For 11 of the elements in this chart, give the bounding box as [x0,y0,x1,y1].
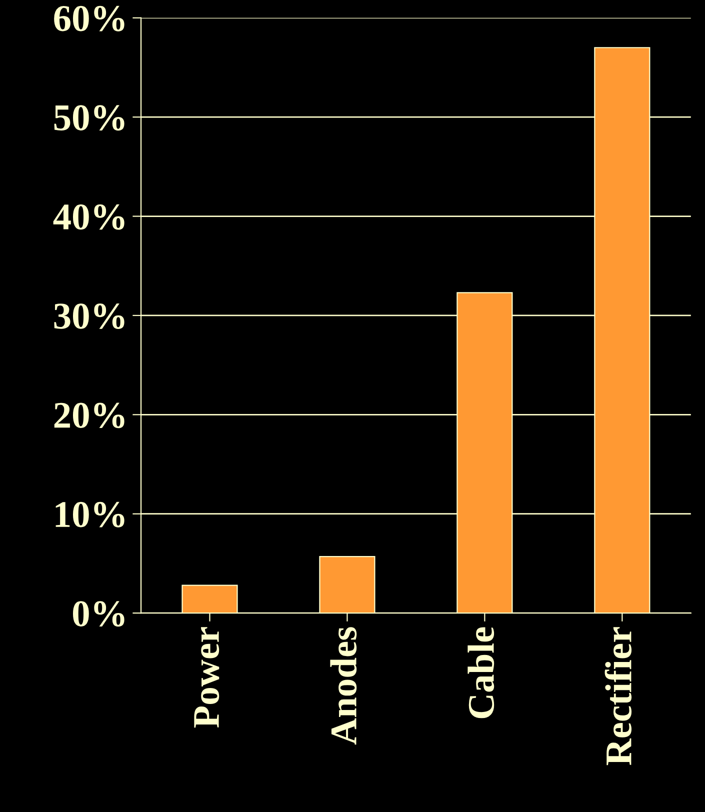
x-tick-label: Rectifier [604,627,632,766]
x-tick-label: Anodes [330,627,357,745]
y-tick-label: 50% [54,105,124,131]
y-tick-label: 40% [53,204,124,230]
y-tick-label: 30% [54,304,124,329]
y-tick-label: 0% [72,601,124,627]
y-tick-label: 10% [56,502,124,528]
y-tick-label: 60% [54,6,124,32]
x-tick-label: Cable [468,627,494,718]
x-tick-label: Power [194,627,220,728]
y-tick-label: 20% [54,402,124,428]
